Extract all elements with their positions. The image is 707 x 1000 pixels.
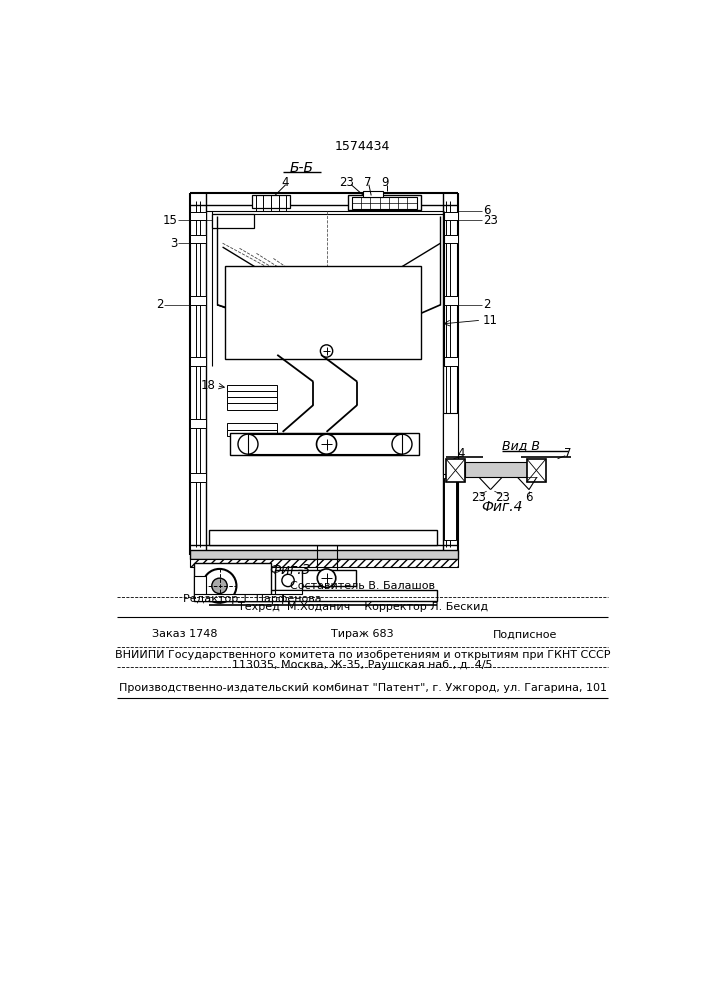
Bar bbox=[227, 430, 277, 436]
Bar bbox=[446, 459, 465, 482]
Bar bbox=[348, 195, 421, 210]
Text: 113035, Москва, Ж-35, Раушская наб., д. 4/5: 113035, Москва, Ж-35, Раушская наб., д. … bbox=[233, 660, 493, 670]
Bar bbox=[190, 419, 206, 428]
Circle shape bbox=[203, 569, 236, 603]
Text: 6: 6 bbox=[525, 491, 533, 504]
Bar bbox=[194, 563, 271, 601]
Bar bbox=[465, 465, 527, 474]
Text: Заказ 1748: Заказ 1748 bbox=[152, 629, 217, 639]
Circle shape bbox=[320, 345, 333, 357]
Bar bbox=[443, 357, 458, 366]
Text: 15: 15 bbox=[163, 214, 177, 227]
Bar bbox=[209, 530, 437, 545]
Text: 18: 18 bbox=[201, 379, 216, 392]
Bar bbox=[225, 266, 421, 359]
Bar bbox=[190, 235, 206, 243]
Bar bbox=[443, 212, 458, 220]
Bar bbox=[443, 413, 458, 474]
Bar bbox=[190, 296, 206, 305]
Text: 4: 4 bbox=[281, 176, 288, 189]
Text: 23: 23 bbox=[495, 491, 510, 504]
Text: Б-Б: Б-Б bbox=[290, 161, 314, 175]
Bar bbox=[190, 212, 206, 220]
Bar bbox=[190, 559, 458, 567]
Bar bbox=[248, 433, 402, 455]
Text: Редактор Т. Парфенова: Редактор Т. Парфенова bbox=[182, 594, 321, 604]
Text: Производственно-издательский комбинат "Патент", г. Ужгород, ул. Гагарина, 101: Производственно-издательский комбинат "П… bbox=[119, 683, 607, 693]
Bar bbox=[443, 235, 458, 243]
Text: 11: 11 bbox=[483, 314, 498, 327]
Bar bbox=[298, 570, 356, 586]
Text: 2: 2 bbox=[156, 298, 163, 311]
Text: Подписное: Подписное bbox=[493, 629, 557, 639]
Text: 9: 9 bbox=[381, 176, 389, 189]
Text: Техред  М.Ходанич    Корректор Л. Бескид: Техред М.Ходанич Корректор Л. Бескид bbox=[238, 602, 488, 612]
Circle shape bbox=[282, 574, 294, 587]
Circle shape bbox=[238, 434, 258, 454]
Bar bbox=[227, 397, 277, 403]
Text: 2: 2 bbox=[483, 298, 491, 311]
Bar bbox=[194, 576, 206, 596]
Bar bbox=[190, 357, 206, 366]
Text: 6: 6 bbox=[483, 204, 491, 217]
Text: 4: 4 bbox=[457, 447, 465, 460]
Bar bbox=[275, 590, 302, 594]
Bar bbox=[190, 550, 458, 559]
Bar bbox=[212, 214, 254, 228]
Bar bbox=[252, 195, 291, 208]
Text: 7: 7 bbox=[563, 447, 571, 460]
Bar bbox=[444, 478, 456, 540]
Bar bbox=[443, 296, 458, 305]
Text: Вид В: Вид В bbox=[503, 439, 540, 452]
Bar bbox=[190, 473, 206, 482]
Bar bbox=[275, 570, 302, 590]
Text: 23: 23 bbox=[339, 176, 354, 189]
Text: 7: 7 bbox=[363, 176, 371, 189]
Bar bbox=[227, 391, 277, 397]
Bar bbox=[363, 191, 382, 197]
Text: 23: 23 bbox=[483, 214, 498, 227]
Bar bbox=[443, 473, 458, 482]
Bar bbox=[227, 423, 277, 430]
Circle shape bbox=[392, 434, 412, 454]
Circle shape bbox=[212, 578, 227, 594]
Text: Тираж 683: Тираж 683 bbox=[332, 629, 394, 639]
Text: 23: 23 bbox=[472, 491, 486, 504]
Circle shape bbox=[317, 569, 336, 587]
Bar bbox=[227, 403, 277, 410]
Bar bbox=[352, 197, 417, 209]
Text: 1574434: 1574434 bbox=[335, 140, 390, 153]
Bar bbox=[230, 433, 419, 455]
Bar bbox=[209, 590, 437, 601]
Bar bbox=[227, 385, 277, 391]
Bar bbox=[443, 419, 458, 428]
Circle shape bbox=[317, 434, 337, 454]
Bar bbox=[527, 459, 546, 482]
Text: Фиг.3: Фиг.3 bbox=[269, 563, 311, 577]
Text: 3: 3 bbox=[170, 237, 177, 250]
Text: ВНИИПИ Государственного комитета по изобретениям и открытиям при ГКНТ СССР: ВНИИПИ Государственного комитета по изоб… bbox=[115, 650, 610, 660]
Bar bbox=[194, 594, 283, 601]
Text: Фиг.4: Фиг.4 bbox=[481, 500, 523, 514]
Text: Составитель В. Балашов: Составитель В. Балашов bbox=[290, 581, 436, 591]
Bar bbox=[465, 462, 527, 477]
